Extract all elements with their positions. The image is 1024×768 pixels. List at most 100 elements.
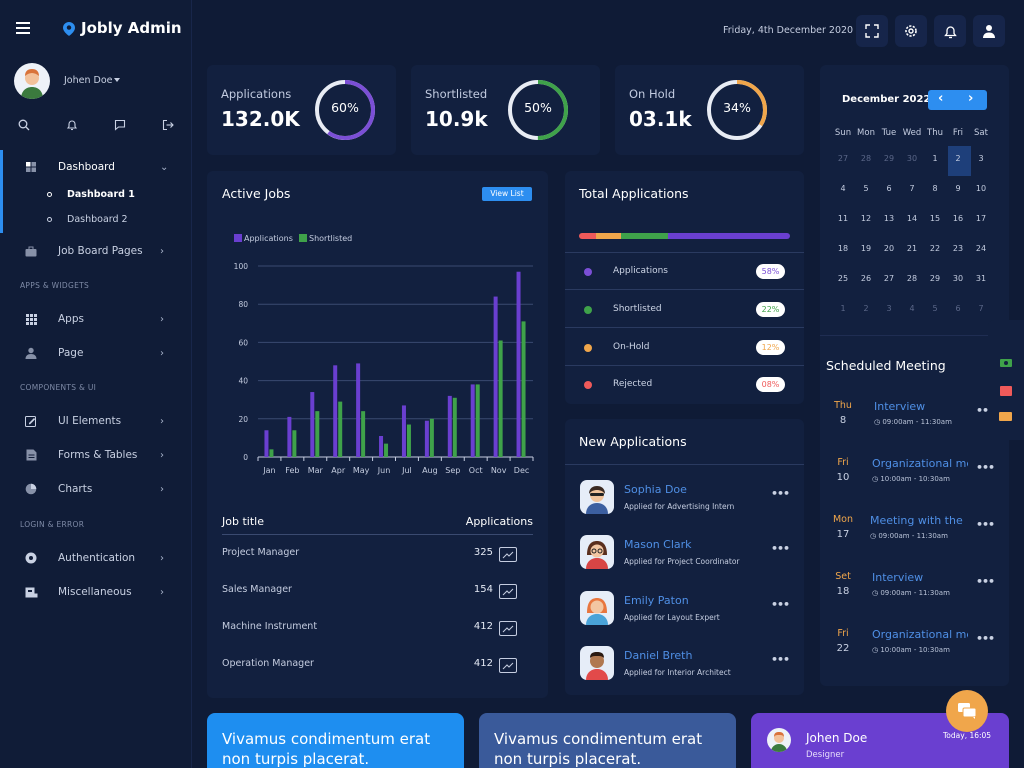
- sidebar-item-charts[interactable]: Charts ›: [0, 474, 192, 504]
- trend-chart-icon[interactable]: [499, 584, 517, 599]
- chevron-right-icon[interactable]: ›: [968, 91, 974, 106]
- calendar-day[interactable]: 13: [883, 214, 895, 223]
- calendar-day[interactable]: 8: [932, 184, 938, 193]
- sidebar-item-forms-tables[interactable]: Forms & Tables ›: [0, 440, 192, 470]
- more-options-icon[interactable]: •••: [771, 487, 790, 500]
- sidebar-item-ui-elements[interactable]: UI Elements ›: [0, 406, 192, 436]
- calendar-day[interactable]: 29: [929, 274, 941, 283]
- money-icon[interactable]: [1000, 359, 1012, 367]
- user-dropdown-caret-icon[interactable]: [114, 78, 120, 82]
- calendar-day[interactable]: 1: [840, 304, 846, 313]
- profile-button[interactable]: [973, 15, 1005, 47]
- calendar-day[interactable]: 17: [975, 214, 987, 223]
- calendar-day[interactable]: 6: [955, 304, 961, 313]
- calendar-day[interactable]: 25: [837, 274, 849, 283]
- sidebar-item-dashboard[interactable]: Dashboard ⌄: [0, 152, 192, 182]
- more-options-icon[interactable]: •••: [771, 598, 790, 611]
- calendar-day[interactable]: 6: [886, 184, 892, 193]
- applicant-name[interactable]: Emily Paton: [624, 594, 689, 607]
- calendar-day[interactable]: 23: [952, 244, 964, 253]
- notification-bell-icon[interactable]: [66, 116, 78, 135]
- calendar-day[interactable]: 28: [906, 274, 918, 283]
- calendar-day[interactable]: 2: [863, 304, 869, 313]
- meeting-item[interactable]: Fri 10 Organizational meeting ◷ 10:00am …: [820, 447, 1009, 497]
- applicant-name[interactable]: Mason Clark: [624, 538, 692, 551]
- meeting-item[interactable]: Thu 8 Interview ◷ 09:00am - 11:30am •••: [820, 390, 1009, 440]
- chevron-left-icon[interactable]: ‹: [938, 91, 944, 106]
- message-icon[interactable]: [114, 116, 126, 135]
- calendar-day[interactable]: 15: [929, 214, 941, 223]
- chat-fab-button[interactable]: [946, 690, 988, 732]
- calendar-day[interactable]: 11: [837, 214, 849, 223]
- calendar-day[interactable]: 30: [906, 154, 918, 163]
- user-avatar[interactable]: [14, 63, 50, 99]
- meeting-item[interactable]: Set 18 Interview ◷ 09:00am - 11:30am •••: [820, 561, 1009, 611]
- sidebar-item-job-board-pages[interactable]: Job Board Pages ›: [0, 236, 192, 266]
- calendar-day[interactable]: 12: [860, 214, 872, 223]
- view-list-button[interactable]: View List: [482, 187, 532, 201]
- more-options-icon[interactable]: •••: [771, 542, 790, 555]
- fullscreen-button[interactable]: [856, 15, 888, 47]
- sidebar-item-apps[interactable]: Apps ›: [0, 304, 192, 334]
- calendar-day[interactable]: 27: [883, 274, 895, 283]
- calendar-day[interactable]: 31: [975, 274, 987, 283]
- calendar-day[interactable]: 24: [975, 244, 987, 253]
- table-row[interactable]: Operation Manager 412: [222, 658, 533, 674]
- calendar-day[interactable]: 18: [837, 244, 849, 253]
- calendar-day[interactable]: 26: [860, 274, 872, 283]
- image-icon[interactable]: [1000, 386, 1012, 396]
- sidebar-subitem-dashboard-1[interactable]: Dashboard 1: [47, 189, 135, 200]
- table-row[interactable]: Machine Instrument 412: [222, 621, 533, 637]
- trend-chart-icon[interactable]: [499, 658, 517, 673]
- calendar-day[interactable]: 7: [909, 184, 915, 193]
- calendar-day[interactable]: 19: [860, 244, 872, 253]
- calendar-day[interactable]: 27: [837, 154, 849, 163]
- calendar-day[interactable]: 20: [883, 244, 895, 253]
- calendar-day[interactable]: 5: [932, 304, 938, 313]
- calendar-day[interactable]: 28: [860, 154, 872, 163]
- avatar[interactable]: [767, 728, 791, 752]
- calendar-day[interactable]: 1: [932, 154, 938, 163]
- avatar[interactable]: [580, 646, 614, 680]
- user-name[interactable]: Johen Doe: [64, 75, 113, 86]
- calendar-day[interactable]: 21: [906, 244, 918, 253]
- logout-icon[interactable]: [162, 116, 174, 135]
- calendar-day[interactable]: 2: [955, 154, 961, 163]
- meeting-item[interactable]: Fri 22 Organizational meeting ◷ 10:00am …: [820, 618, 1009, 668]
- search-icon[interactable]: [18, 116, 30, 135]
- calendar-day[interactable]: 14: [906, 214, 918, 223]
- calendar-day[interactable]: 4: [840, 184, 846, 193]
- table-row[interactable]: Project Manager 325: [222, 547, 533, 563]
- calendar-day[interactable]: 22: [929, 244, 941, 253]
- brand-name[interactable]: Jobly Admin: [81, 19, 182, 37]
- sidebar-item-authentication[interactable]: Authentication ›: [0, 543, 192, 573]
- calendar-day[interactable]: 10: [975, 184, 987, 193]
- settings-button[interactable]: [895, 15, 927, 47]
- avatar[interactable]: [580, 480, 614, 514]
- trend-chart-icon[interactable]: [499, 547, 517, 562]
- avatar[interactable]: [580, 591, 614, 625]
- calendar-day[interactable]: 5: [863, 184, 869, 193]
- calendar-day[interactable]: 16: [952, 214, 964, 223]
- meeting-item[interactable]: Mon 17 Meeting with the manager ◷ 09:00a…: [820, 504, 1009, 554]
- sidebar-item-page[interactable]: Page ›: [0, 338, 192, 368]
- applicant-name[interactable]: Daniel Breth: [624, 649, 693, 662]
- calendar-day[interactable]: 9: [955, 184, 961, 193]
- more-options-icon[interactable]: •••: [976, 461, 995, 474]
- calendar-day[interactable]: 4: [909, 304, 915, 313]
- applicant-name[interactable]: Sophia Doe: [624, 483, 687, 496]
- folder-icon[interactable]: [999, 412, 1012, 421]
- calendar-day[interactable]: 29: [883, 154, 895, 163]
- table-row[interactable]: Sales Manager 154: [222, 584, 533, 600]
- calendar-day[interactable]: 30: [952, 274, 964, 283]
- more-options-icon[interactable]: •••: [771, 653, 790, 666]
- calendar-day[interactable]: 3: [886, 304, 892, 313]
- notifications-button[interactable]: [934, 15, 966, 47]
- trend-chart-icon[interactable]: [499, 621, 517, 636]
- more-options-icon[interactable]: •••: [976, 575, 995, 588]
- hamburger-menu-icon[interactable]: [16, 22, 30, 34]
- avatar[interactable]: [580, 535, 614, 569]
- sidebar-item-miscellaneous[interactable]: Miscellaneous ›: [0, 577, 192, 607]
- sidebar-subitem-dashboard-2[interactable]: Dashboard 2: [47, 214, 128, 225]
- calendar-day[interactable]: 3: [978, 154, 984, 163]
